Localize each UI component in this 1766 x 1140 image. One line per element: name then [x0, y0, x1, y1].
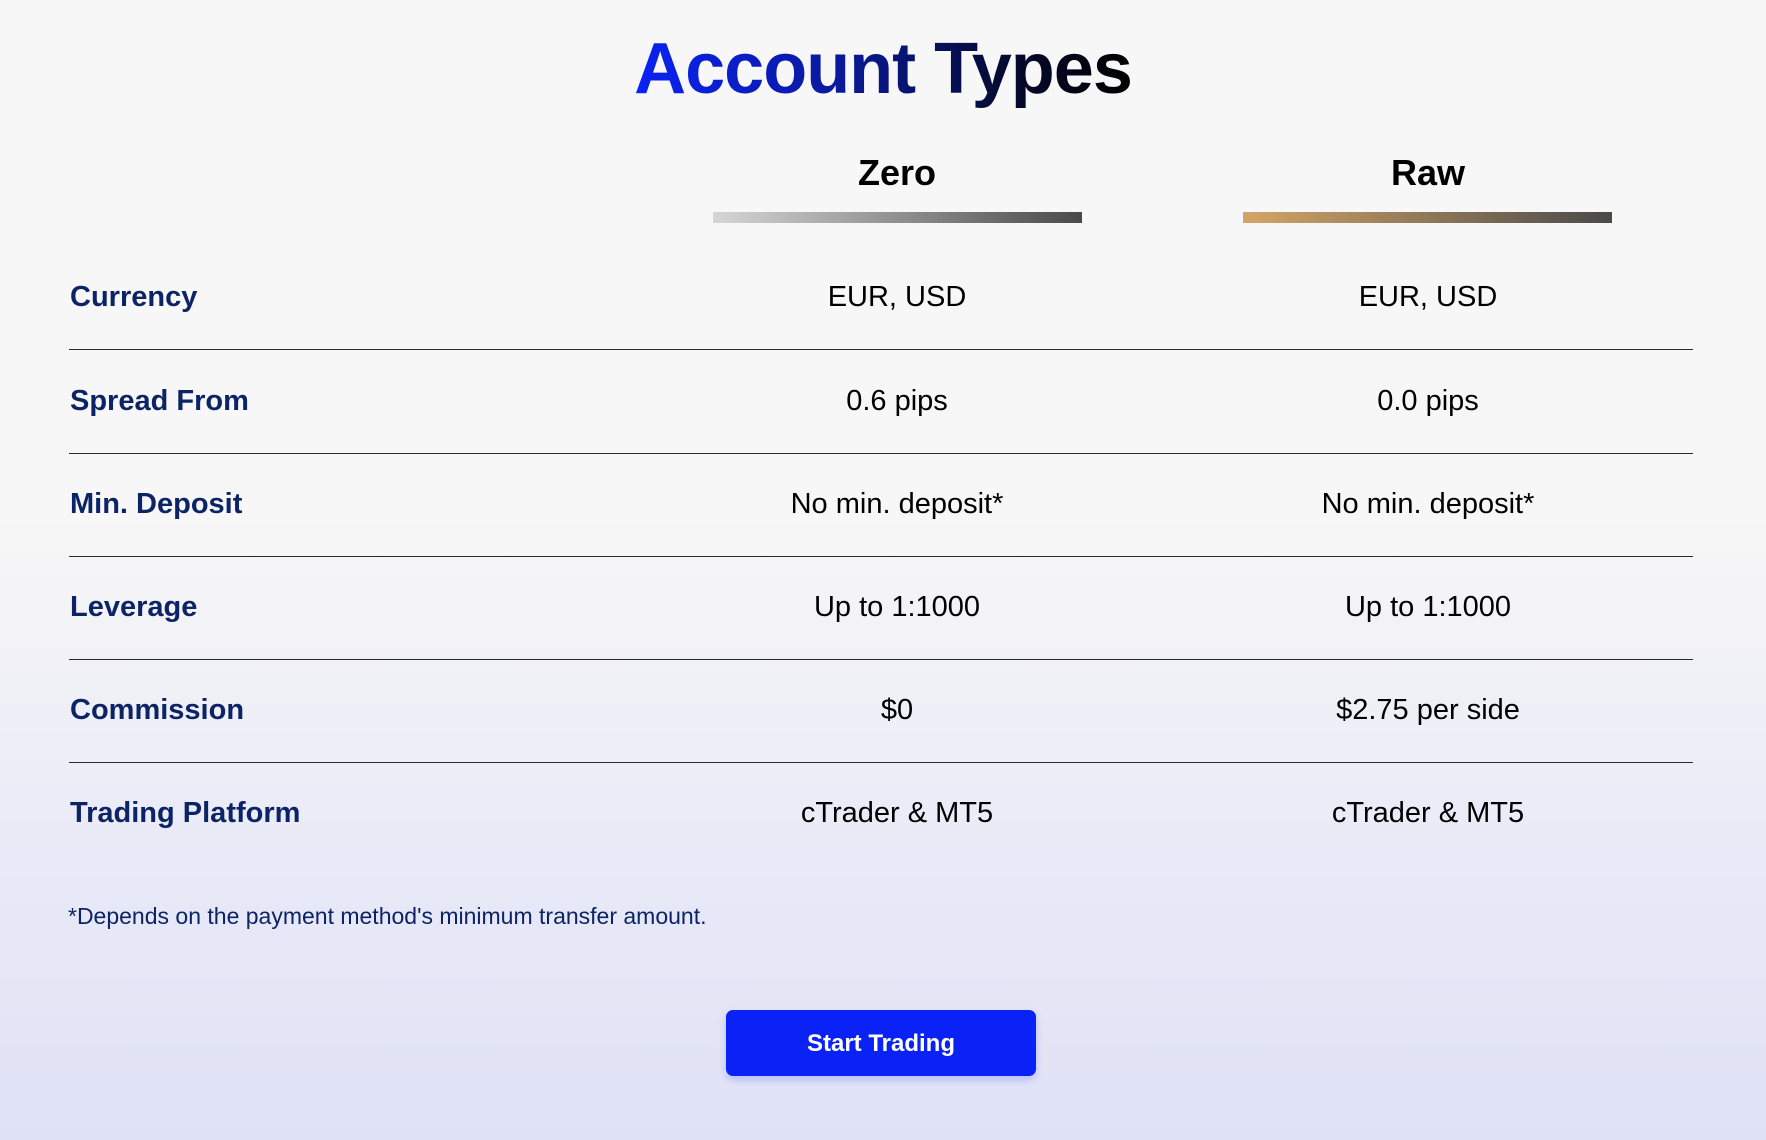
raw-accent-bar [1243, 212, 1612, 223]
zero-value: EUR, USD [827, 281, 967, 313]
zero-value: No min. deposit* [790, 488, 1004, 520]
row-label: Trading Platform [70, 797, 301, 829]
start-trading-button[interactable]: Start Trading [726, 1010, 1036, 1076]
raw-value: Up to 1:1000 [1344, 591, 1512, 623]
column-header-zero: Zero [857, 152, 936, 193]
zero-accent-bar [713, 212, 1082, 223]
raw-value: 0.0 pips [1377, 385, 1479, 417]
zero-value: $0 [880, 694, 914, 726]
column-header-raw: Raw [1390, 152, 1466, 193]
raw-value: EUR, USD [1358, 281, 1498, 313]
row-label: Min. Deposit [70, 488, 243, 520]
zero-value: cTrader & MT5 [800, 797, 994, 829]
row-label: Commission [70, 694, 245, 726]
table-row-currency: Currency EUR, USD EUR, USD [69, 246, 1693, 350]
page-title: Account Types [634, 29, 1133, 109]
footnote: *Depends on the payment method's minimum… [68, 903, 707, 929]
raw-value: $2.75 per side [1336, 694, 1520, 726]
table-row-spread: Spread From 0.6 pips 0.0 pips [69, 350, 1693, 454]
row-label: Currency [70, 281, 198, 313]
raw-value: cTrader & MT5 [1331, 797, 1525, 829]
raw-value: No min. deposit* [1321, 488, 1535, 520]
row-label: Leverage [70, 591, 198, 623]
table-row-commission: Commission $0 $2.75 per side [69, 659, 1693, 763]
table-row-platform: Trading Platform cTrader & MT5 cTrader &… [69, 762, 1693, 865]
row-label: Spread From [70, 385, 249, 417]
zero-value: 0.6 pips [846, 385, 948, 417]
table-row-leverage: Leverage Up to 1:1000 Up to 1:1000 [69, 556, 1693, 660]
table-row-min-deposit: Min. Deposit No min. deposit* No min. de… [69, 453, 1693, 557]
zero-value: Up to 1:1000 [813, 591, 981, 623]
